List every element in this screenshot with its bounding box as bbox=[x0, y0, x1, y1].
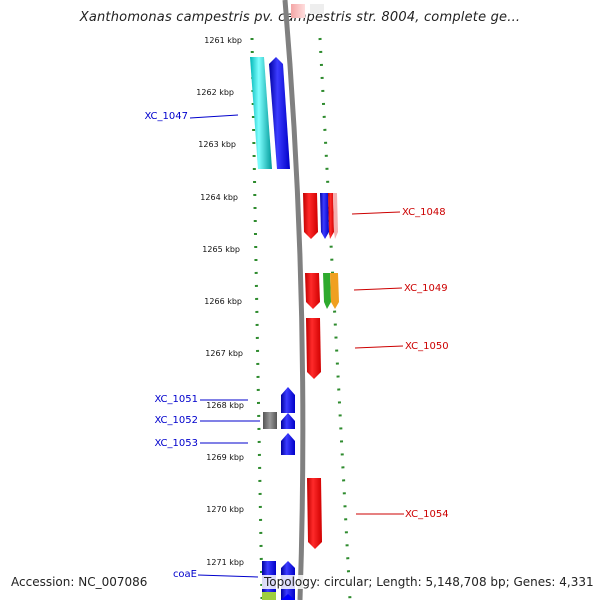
gene-xc1049-red[interactable] bbox=[305, 273, 320, 309]
gene-xc1048-pink[interactable] bbox=[333, 193, 338, 239]
gene-xc1048-red2[interactable] bbox=[328, 193, 334, 239]
gene-xc1049-orange[interactable] bbox=[330, 273, 339, 309]
kbp-label: 1261 kbp bbox=[204, 36, 242, 45]
gene-label-xc1049[interactable]: XC_1049 bbox=[404, 283, 448, 294]
gene-label-xc1048[interactable]: XC_1048 bbox=[402, 207, 446, 218]
kbp-axis: 1261 kbp 1262 kbp 1263 kbp 1264 kbp 1265… bbox=[196, 36, 244, 567]
gene-xc1054-red[interactable] bbox=[307, 478, 322, 549]
gene-xc1051-blue[interactable] bbox=[281, 387, 295, 413]
outer-dotted-track bbox=[318, 37, 352, 600]
genome-info-text: Topology: circular; Length: 5,148,708 bp… bbox=[262, 575, 596, 589]
gene-xc1048-blue[interactable] bbox=[320, 193, 329, 239]
kbp-label: 1263 kbp bbox=[198, 140, 236, 149]
gene-coae-green[interactable] bbox=[262, 592, 276, 600]
kbp-label: 1266 kbp bbox=[204, 297, 242, 306]
kbp-label: 1268 kbp bbox=[206, 401, 244, 410]
gene-coae-tip[interactable] bbox=[281, 594, 295, 600]
chromosome-backbone bbox=[282, 0, 306, 600]
gene-top-pink[interactable] bbox=[291, 4, 305, 18]
gene-label-xc1053[interactable]: XC_1053 bbox=[154, 438, 198, 449]
gene-label-xc1047[interactable]: XC_1047 bbox=[144, 111, 188, 122]
gene-label-xc1052[interactable]: XC_1052 bbox=[154, 415, 198, 426]
kbp-label: 1267 kbp bbox=[205, 349, 243, 358]
gene-xc1052-grey[interactable] bbox=[263, 412, 277, 429]
kbp-label: 1271 kbp bbox=[206, 558, 244, 567]
gene-label-xc1051[interactable]: XC_1051 bbox=[154, 394, 198, 405]
gene-xc1053-blue[interactable] bbox=[281, 433, 295, 455]
right-gene-labels: XC_1048 XC_1049 XC_1050 XC_1054 bbox=[402, 207, 449, 520]
gene-xc1047-blue[interactable] bbox=[269, 57, 290, 169]
gene-label-coae[interactable]: coaE bbox=[173, 569, 197, 580]
gene-xc1050-red[interactable] bbox=[306, 318, 321, 379]
left-gene-labels: XC_1047 XC_1051 XC_1052 XC_1053 coaE bbox=[144, 111, 198, 580]
kbp-label: 1270 kbp bbox=[206, 505, 244, 514]
gene-label-xc1050[interactable]: XC_1050 bbox=[405, 341, 449, 352]
gene-top-grey[interactable] bbox=[310, 4, 324, 14]
kbp-label: 1265 kbp bbox=[202, 245, 240, 254]
inner-dotted-track bbox=[250, 37, 264, 600]
gene-xc1052-blue[interactable] bbox=[281, 413, 295, 429]
kbp-label: 1264 kbp bbox=[200, 193, 238, 202]
kbp-label: 1269 kbp bbox=[206, 453, 244, 462]
gene-xc1047-cyan[interactable] bbox=[250, 57, 272, 169]
gene-xc1048-red[interactable] bbox=[303, 193, 318, 239]
accession-text: Accession: NC_007086 bbox=[9, 575, 150, 589]
kbp-label: 1262 kbp bbox=[196, 88, 234, 97]
gene-xc1049-green[interactable] bbox=[323, 273, 331, 309]
leader-lines bbox=[189, 114, 404, 578]
gene-label-xc1054[interactable]: XC_1054 bbox=[405, 509, 449, 520]
